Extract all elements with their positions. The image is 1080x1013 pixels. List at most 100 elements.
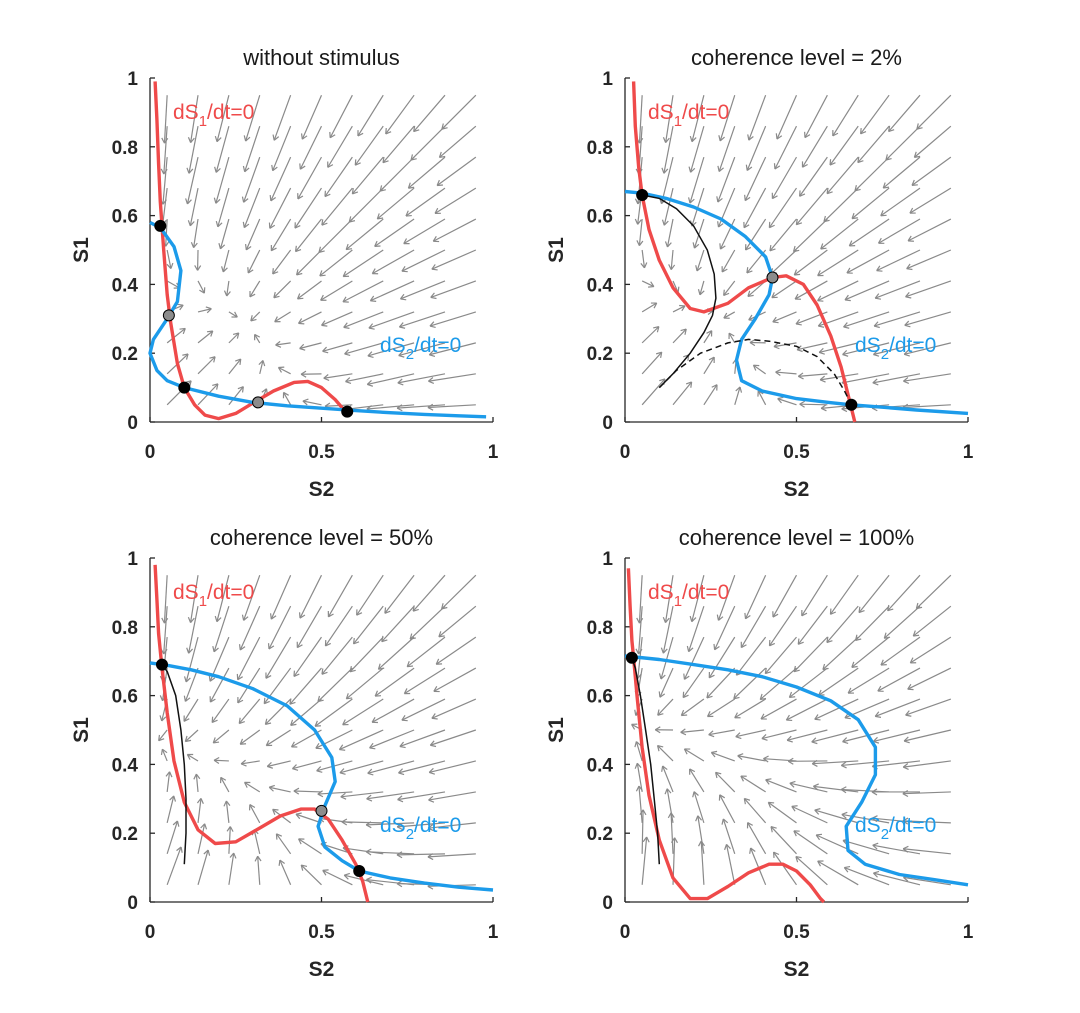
vector-arrow-head — [749, 341, 756, 347]
vector-arrow-head — [793, 249, 800, 253]
vector-arrow-head — [748, 136, 754, 141]
vector-arrow — [770, 249, 797, 275]
vector-arrow — [719, 794, 736, 824]
vector-arrow-head — [840, 786, 847, 791]
vector-arrow — [888, 94, 921, 132]
vector-arrow-head — [840, 788, 847, 794]
vector-arrow — [324, 156, 353, 197]
vector-arrow-head — [321, 668, 324, 675]
vector-arrow — [706, 667, 736, 699]
vector-field — [159, 94, 477, 413]
y-tick-label: 0 — [127, 893, 138, 914]
vector-arrow — [366, 404, 415, 410]
vector-arrow-head — [820, 247, 827, 250]
vector-arrow — [374, 667, 415, 697]
vector-arrow — [882, 156, 921, 189]
vector-arrow-head — [428, 795, 434, 801]
vector-arrow — [427, 404, 476, 409]
vector-arrow — [296, 249, 322, 276]
vector-arrow-head — [745, 615, 751, 620]
vector-arrow-head — [851, 661, 855, 668]
vector-arrow — [905, 280, 952, 298]
vector-arrow — [912, 605, 952, 637]
vector-arrow-head — [749, 339, 756, 343]
vector-arrow-head — [713, 643, 716, 650]
vector-arrow-head — [398, 768, 404, 774]
vector-arrow-head — [710, 752, 716, 758]
vector-arrow-head — [737, 753, 744, 757]
vector-arrow-head — [774, 165, 781, 170]
vector-arrow-head — [843, 322, 848, 328]
ds1-nullcline — [153, 81, 351, 421]
vector-arrow — [366, 851, 415, 855]
vector-arrow-head — [239, 721, 245, 725]
ds1-nullcline — [153, 564, 370, 903]
vector-arrow-head — [158, 738, 165, 742]
vector-arrow-head — [811, 763, 818, 767]
vector-arrow-head — [715, 771, 722, 775]
vector-arrow — [797, 605, 828, 645]
vector-arrow — [662, 606, 674, 654]
vector-arrow — [366, 822, 415, 826]
vector-arrow-head — [916, 606, 923, 610]
vector-arrow-head — [371, 716, 376, 723]
vector-arrow-head — [356, 612, 363, 616]
vector-arrow-head — [691, 137, 697, 143]
vector-arrow-head — [840, 761, 847, 766]
vector-arrow-head — [905, 296, 912, 299]
vector-arrow-head — [696, 266, 702, 272]
vector-arrow-head — [656, 326, 660, 333]
vector-arrow-head — [381, 639, 388, 643]
vector-arrow-head — [854, 188, 861, 192]
vector-arrow-head — [318, 250, 325, 253]
vector-arrow-head — [257, 855, 262, 862]
vector-arrow-head — [634, 709, 637, 716]
x-axis-label: S2 — [309, 478, 335, 501]
vector-arrow — [772, 574, 798, 618]
vector-arrow-head — [338, 744, 344, 750]
vector-arrow-head — [278, 859, 281, 866]
vector-arrow-head — [238, 717, 241, 724]
vector-arrow-head — [377, 663, 381, 670]
vector-arrow-head — [871, 407, 878, 412]
vector-arrow-head — [226, 826, 231, 832]
vector-arrow-head — [207, 849, 211, 856]
panel-title: coherence level = 2% — [691, 45, 902, 70]
vector-arrow-head — [826, 187, 829, 194]
vector-arrow — [684, 748, 705, 762]
vector-arrow — [441, 94, 477, 130]
vector-arrow-head — [180, 846, 183, 853]
vector-arrow — [770, 826, 797, 855]
vector-arrow-head — [814, 714, 819, 720]
vector-arrow-head — [433, 685, 438, 692]
vector-arrow-head — [794, 273, 801, 276]
vector-arrow — [804, 94, 828, 138]
vector-arrow-head — [379, 185, 383, 192]
phase-plane-2: 0 0.5 1 0 0.2 0.4 0.6 0.8 1 S2 S1 coherence level =… — [545, 45, 974, 501]
vector-arrow-head — [714, 645, 720, 651]
vector-arrow — [715, 771, 736, 793]
vector-arrow — [339, 729, 384, 751]
vector-arrow-head — [795, 323, 802, 326]
vector-arrow-head — [406, 661, 410, 667]
vector-arrow-head — [775, 368, 782, 373]
vector-arrow-head — [244, 167, 250, 173]
vector-arrow-head — [199, 289, 205, 294]
phase-plane-3: 0 0.5 1 0 0.2 0.4 0.6 0.8 1 S2 S1 coherence level =… — [70, 525, 499, 981]
vector-arrow-head — [767, 802, 772, 809]
vector-arrow-head — [888, 125, 891, 132]
vector-arrow — [691, 575, 705, 622]
vector-arrow-head — [871, 791, 878, 796]
vector-arrow-head — [271, 247, 277, 252]
vector-arrow-head — [296, 272, 303, 276]
vector-arrow-head — [396, 854, 403, 859]
vector-arrow — [722, 818, 736, 855]
vector-arrow-head — [292, 768, 299, 771]
vector-arrow — [249, 804, 261, 824]
vector-arrow-head — [341, 818, 348, 823]
vector-arrow-head — [236, 332, 240, 339]
x-tick-label: 1 — [488, 922, 499, 943]
vector-arrow-head — [366, 405, 372, 410]
vector-arrow-head — [430, 296, 437, 300]
vector-arrow — [289, 667, 322, 705]
